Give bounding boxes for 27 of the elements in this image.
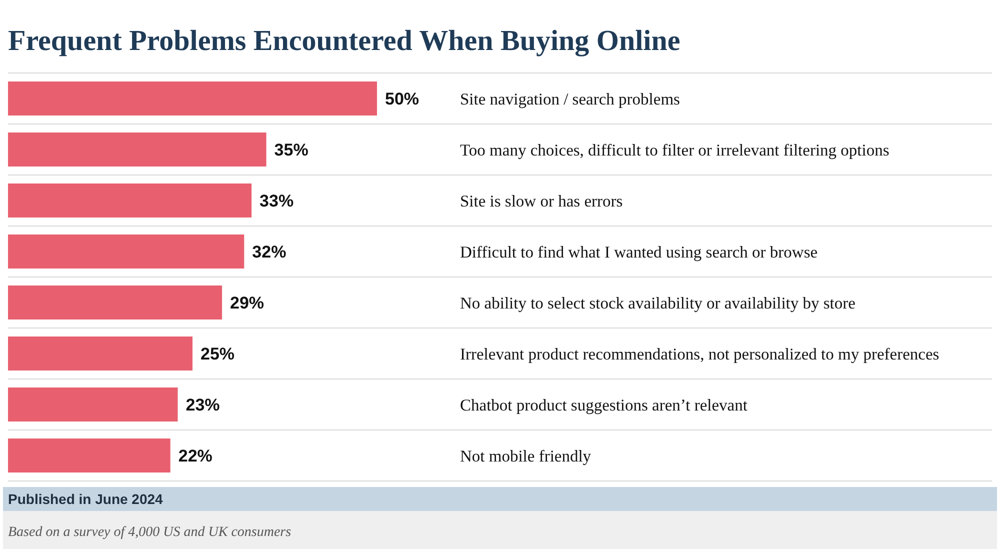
- y-tick-label: Chatbot product suggestions aren’t relevant: [460, 396, 748, 414]
- data-label: 29%: [230, 294, 264, 312]
- text: Published in June 2024: [8, 491, 164, 507]
- bar: [8, 438, 170, 472]
- y-tick-label: Site is slow or has errors: [460, 192, 623, 210]
- data-label: 35%: [274, 140, 308, 160]
- y-tick-label: Not mobile friendly: [460, 446, 592, 466]
- bar: [8, 184, 252, 218]
- data-label: 23%: [186, 396, 220, 414]
- data-label: 33%: [260, 192, 294, 210]
- data-label: 25%: [200, 344, 235, 364]
- bar: [8, 234, 244, 268]
- text: Based on a survey of 4,000 US and UK consumers: [8, 525, 292, 540]
- y-tick-label: No ability to select stock availability or availability by store: [460, 294, 856, 312]
- data-label: 50%: [385, 90, 420, 108]
- chart-title: Frequent Problems Encountered When Buying Online: [8, 25, 680, 57]
- y-tick-label: Site navigation / search problems: [460, 90, 680, 108]
- data-label: 22%: [178, 446, 212, 466]
- y-tick-label: Too many choices, difficult to filter or irrelevant filtering options: [460, 140, 890, 160]
- bar: [8, 286, 222, 320]
- data-label: 32%: [252, 242, 286, 262]
- bar: [8, 132, 266, 166]
- bar: [8, 336, 192, 370]
- y-tick-label: Irrelevant product recommendations, not personalized to my preferences: [460, 344, 940, 364]
- bar: [8, 82, 377, 116]
- y-tick-label: Difficult to find what I wanted using search or browse: [460, 242, 818, 262]
- bar: [8, 388, 178, 422]
